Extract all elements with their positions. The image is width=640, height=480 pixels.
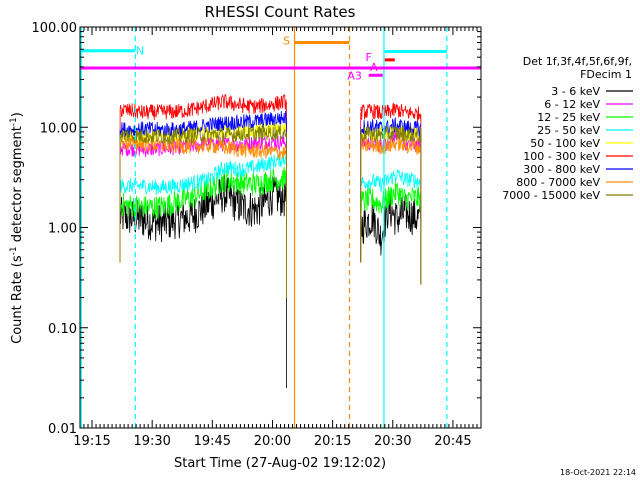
x-tick-label: 19:30 xyxy=(133,434,170,449)
series-line-300-800-kev-segA xyxy=(119,110,287,138)
y-tick-label: 10.00 xyxy=(40,121,77,136)
x-tick-label: 20:45 xyxy=(434,434,471,449)
annotation-label-f: F xyxy=(366,51,372,64)
legend: Det 1f,3f,4f,5f,6f,9f, FDecim 1 3 - 6 ke… xyxy=(502,55,633,202)
y-tick-label: 0.10 xyxy=(48,322,77,337)
y-tick-label: 100.00 xyxy=(32,21,78,36)
x-tick-label: 19:45 xyxy=(194,434,231,449)
annotation-label-a3: A3 xyxy=(347,69,362,82)
x-tick-label: 20:00 xyxy=(254,434,291,449)
x-tick-label: 20:30 xyxy=(374,434,411,449)
series-line-800-7000-kev-segA xyxy=(119,135,287,161)
series-line-100-300-kev-segA xyxy=(119,94,287,121)
legend-label-6-12-kev: 6 - 12 keV xyxy=(544,98,600,111)
series-line-12-25-kev-segB xyxy=(360,180,422,214)
series-line-3-6-kev-segA xyxy=(119,174,287,243)
legend-label-12-25-kev: 12 - 25 keV xyxy=(537,111,600,124)
series-line-3-6-kev-segB xyxy=(360,190,422,256)
legend-label-3-6-kev: 3 - 6 keV xyxy=(551,85,600,98)
legend-label-50-100-kev: 50 - 100 keV xyxy=(530,137,600,150)
state-annotations: N S FA A3 xyxy=(80,35,481,82)
y-axis-label: Count Rate (s-1 detector segment-1) xyxy=(9,112,25,344)
y-axis-ticks: 0.01 0.10 1.00 10.00 100.00 xyxy=(32,21,481,437)
x-tick-label: 19:15 xyxy=(73,434,110,449)
y-axis-label-sup2: -1 xyxy=(9,117,19,126)
chart-title: RHESSI Count Rates xyxy=(205,3,356,21)
series-line-25-50-kev-segA xyxy=(119,151,287,195)
y-axis-label-end: ) xyxy=(10,112,25,117)
y-tick-label: 0.01 xyxy=(48,422,77,437)
legend-label-100-300-kev: 100 - 300 keV xyxy=(523,150,600,163)
legend-header-line-2: FDecim 1 xyxy=(580,68,632,81)
series-line-800-7000-kev-segB xyxy=(360,135,422,155)
plot-series-layer xyxy=(119,94,422,389)
annotation-label-s: S xyxy=(283,35,290,48)
series-line-12-25-kev-segA xyxy=(119,166,287,220)
timestamp: 18-Oct-2021 22:14 xyxy=(560,468,636,477)
y-axis-label-sup1: -1 xyxy=(9,246,19,255)
legend-label-7000-15000-kev: 7000 - 15000 keV xyxy=(502,189,600,202)
series-line-7000-15000-kev-segB xyxy=(360,125,422,144)
x-tick-label: 20:15 xyxy=(314,434,351,449)
x-axis-ticks: 19:15 19:30 19:45 20:00 20:15 20:30 20:45 xyxy=(73,27,482,449)
series-line-25-50-kev-segB xyxy=(360,169,422,192)
series-line-300-800-kev-segB xyxy=(360,117,422,137)
legend-label-300-800-kev: 300 - 800 keV xyxy=(523,163,600,176)
y-tick-label: 1.00 xyxy=(48,222,77,237)
y-axis-label-main: Count Rate (s xyxy=(10,255,25,344)
legend-label-25-50-kev: 25 - 50 keV xyxy=(537,124,600,137)
x-axis-label: Start Time (27-Aug-02 19:12:02) xyxy=(174,456,386,471)
y-axis-label-mid: detector segment xyxy=(10,126,25,246)
legend-label-800-7000-kev: 800 - 7000 keV xyxy=(516,176,600,189)
annotation-label-a: A xyxy=(370,61,378,74)
annotation-label-n: N xyxy=(136,45,144,58)
series-line-7000-15000-kev-segA xyxy=(119,124,287,145)
legend-header-line-1: Det 1f,3f,4f,5f,6f,9f, xyxy=(523,55,632,68)
series-line-100-300-kev-segB xyxy=(360,102,422,122)
